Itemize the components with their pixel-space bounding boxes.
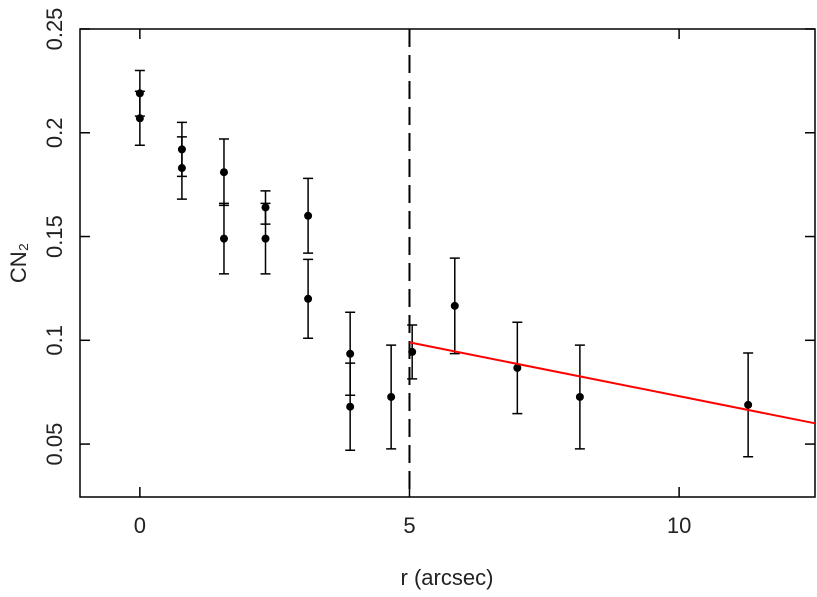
x-axis-label: r (arcsec): [401, 565, 494, 590]
data-point: [387, 392, 396, 401]
y-tick-label: 0.25: [42, 8, 67, 51]
y-tick-label: 0.05: [42, 423, 67, 466]
data-point: [261, 234, 270, 243]
data-point: [304, 294, 313, 303]
data-point: [346, 402, 355, 411]
data-point: [575, 392, 584, 401]
data-point: [135, 114, 144, 123]
plot-frame: [79, 28, 816, 498]
x-tick-label: 10: [667, 513, 691, 538]
y-tick-label: 0.2: [42, 117, 67, 148]
x-tick-label: 0: [134, 513, 146, 538]
fit-line: [409, 341, 816, 425]
data-point: [513, 363, 522, 372]
data-point: [744, 400, 753, 409]
x-tick-label: 5: [403, 513, 415, 538]
y-axis-label: CN₂: [6, 243, 31, 283]
y-tick-label: 0.15: [42, 215, 67, 258]
data-point: [408, 347, 417, 356]
data-point: [346, 349, 355, 358]
data-point: [219, 168, 228, 177]
data-point: [177, 164, 186, 173]
y-tick-label: 0.1: [42, 325, 67, 356]
data-point: [450, 301, 459, 310]
data-point: [219, 234, 228, 243]
data-point: [304, 211, 313, 220]
